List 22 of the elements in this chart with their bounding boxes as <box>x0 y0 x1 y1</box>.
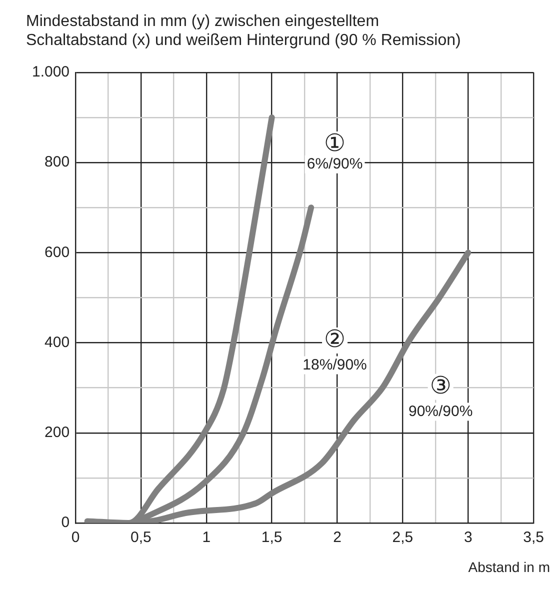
x-tick-label: 0,5 <box>130 529 152 546</box>
annotation: 90%/90% <box>408 402 473 420</box>
text: Mindestabstand in mm (y) zwischen eingestelltem <box>26 13 380 30</box>
annotation: ② <box>324 326 346 354</box>
annotation: 6%/90% <box>306 155 363 172</box>
y-tick-label: 200 <box>44 424 70 442</box>
x-tick-label: 2,5 <box>392 529 414 546</box>
y-tick-label: 0 <box>61 514 70 532</box>
y-tick-label: 400 <box>44 334 70 351</box>
x-tick-label: 2 <box>333 529 342 546</box>
x-tick-label: 3 <box>464 529 472 546</box>
y-tick-label: 600 <box>44 244 70 261</box>
x-tick-label: 3,5 <box>523 529 544 546</box>
annotation: ① <box>324 130 346 158</box>
annotation: 18%/90% <box>302 356 367 374</box>
text: Schaltabstand (x) und weißem Hintergrund (90 % Remission) <box>26 32 461 50</box>
y-tick-label: 800 <box>44 154 70 171</box>
y-tick-label: 1.000 <box>32 64 70 81</box>
x-axis-title: Abstand in m <box>467 559 550 575</box>
x-tick-label: 1 <box>202 529 211 546</box>
x-tick-label: 1,5 <box>261 529 282 546</box>
annotation: ③ <box>430 372 452 400</box>
